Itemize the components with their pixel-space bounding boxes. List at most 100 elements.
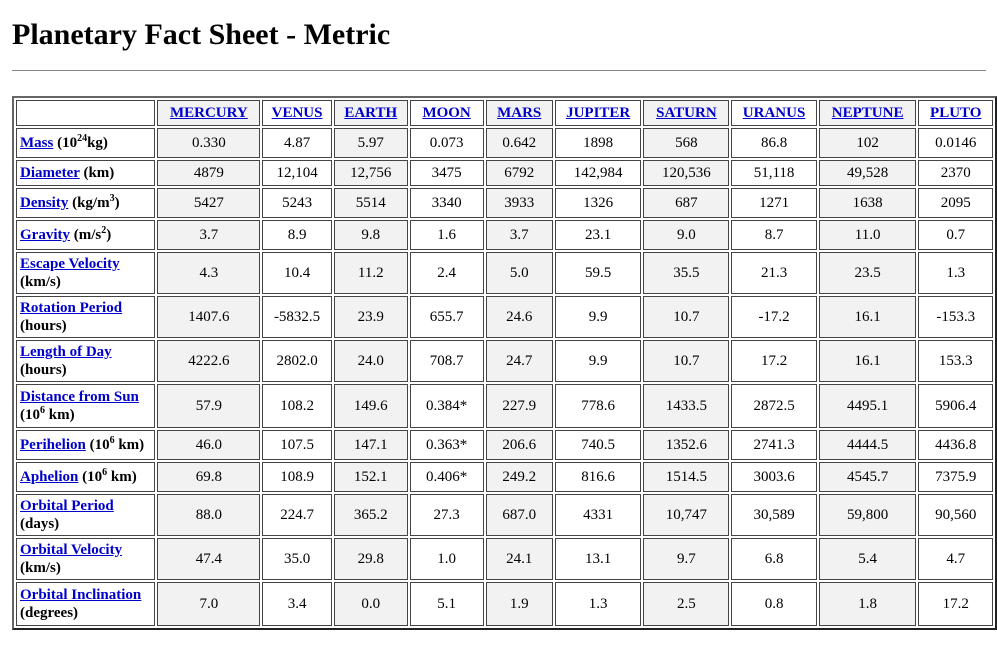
column-link-mars[interactable]: MARS	[497, 104, 542, 121]
table-cell: 1898	[554, 128, 642, 158]
column-header-venus: VENUS	[262, 100, 332, 126]
unit-text: (m/s	[70, 227, 102, 243]
row-label-link[interactable]: Orbital Period	[20, 498, 114, 514]
table-row: Diameter (km) 4879 12,104 12,756 3475 6792 142…	[16, 160, 993, 186]
column-link-mercury[interactable]: MERCURY	[169, 104, 248, 121]
column-header-saturn: SATURN	[643, 100, 730, 126]
column-link-earth[interactable]: EARTH	[344, 104, 398, 121]
row-label-link[interactable]: Escape Velocity	[20, 256, 120, 272]
row-label: Rotation Period (hours)	[16, 296, 156, 338]
column-header-mercury: MERCURY	[157, 100, 261, 126]
column-link-neptune[interactable]: NEPTUNE	[831, 104, 904, 121]
row-label-link[interactable]: Orbital Velocity	[20, 542, 123, 558]
table-cell: 5427	[157, 188, 261, 218]
column-link-venus[interactable]: VENUS	[271, 104, 323, 121]
table-cell: 568	[643, 128, 730, 158]
table-row: Aphelion (106 km) 69.8 108.9 152.1 0.406* 249…	[16, 462, 993, 492]
table-cell: 5.97	[333, 128, 408, 158]
table-cell: 1.8	[818, 582, 917, 626]
table-cell: 1.9	[485, 582, 553, 626]
row-unit: (m/s2)	[70, 225, 112, 244]
table-cell: 5.0	[485, 252, 553, 294]
unit-text: (kg/m	[68, 195, 110, 211]
row-label: Escape Velocity (km/s)	[16, 252, 156, 294]
column-link-jupiter[interactable]: JUPITER	[566, 104, 631, 121]
table-cell: 9.9	[554, 340, 642, 382]
column-link-uranus[interactable]: URANUS	[742, 104, 806, 121]
table-cell: 2.5	[643, 582, 730, 626]
unit-exponent: 6	[102, 467, 108, 478]
table-cell: 4222.6	[157, 340, 261, 382]
table-cell: 8.7	[731, 220, 817, 250]
table-cell: 1.6	[409, 220, 484, 250]
row-label-link[interactable]: Distance from Sun	[20, 389, 139, 405]
row-label-link[interactable]: Diameter	[20, 165, 80, 181]
table-cell: 1.3	[554, 582, 642, 626]
row-label-link[interactable]: Mass	[20, 135, 54, 151]
table-cell: 708.7	[409, 340, 484, 382]
column-header-neptune: NEPTUNE	[818, 100, 917, 126]
table-cell: 108.9	[262, 462, 332, 492]
table-cell: 3003.6	[731, 462, 817, 492]
table-cell: 2802.0	[262, 340, 332, 382]
column-link-pluto[interactable]: PLUTO	[930, 104, 982, 121]
table-cell: 102	[818, 128, 917, 158]
table-cell: 153.3	[918, 340, 993, 382]
table-cell: 11.0	[818, 220, 917, 250]
row-unit: (kg/m3)	[68, 194, 120, 212]
fact-table-frame: MERCURY VENUS EARTH MOON MARS JUPITER SATURN UR…	[12, 96, 997, 630]
table-cell: 227.9	[485, 384, 553, 428]
table-cell: 4495.1	[818, 384, 917, 428]
row-label-link[interactable]: Aphelion	[20, 469, 79, 485]
table-cell: 4436.8	[918, 430, 993, 460]
table-cell: 23.9	[333, 296, 408, 338]
table-cell: 152.1	[333, 462, 408, 492]
table-cell: 47.4	[157, 538, 261, 580]
table-cell: 0.363*	[409, 430, 484, 460]
column-header-jupiter: JUPITER	[554, 100, 642, 126]
table-cell: 24.0	[333, 340, 408, 382]
row-label: Aphelion (106 km)	[16, 462, 156, 492]
row-label-link[interactable]: Perihelion	[20, 437, 86, 453]
table-cell: 4.3	[157, 252, 261, 294]
table-cell: 10.4	[262, 252, 332, 294]
unit-exponent: 2	[101, 225, 107, 236]
table-cell: 23.1	[554, 220, 642, 250]
table-cell: 16.1	[818, 340, 917, 382]
table-cell: 9.7	[643, 538, 730, 580]
table-cell: 2741.3	[731, 430, 817, 460]
header-row: MERCURY VENUS EARTH MOON MARS JUPITER SATURN UR…	[16, 100, 993, 126]
table-cell: 0.0	[333, 582, 408, 626]
table-row: Orbital Velocity (km/s) 47.4 35.0 29.8 1.0 24.…	[16, 538, 993, 580]
table-cell: 27.3	[409, 494, 484, 536]
table-cell: 3.7	[485, 220, 553, 250]
unit-exponent: 24	[77, 133, 88, 144]
column-link-saturn[interactable]: SATURN	[656, 104, 717, 121]
row-label-link[interactable]: Rotation Period	[20, 300, 123, 316]
row-label: Diameter (km)	[16, 160, 156, 186]
table-cell: 21.3	[731, 252, 817, 294]
table-row: Perihelion (106 km) 46.0 107.5 147.1 0.363* 2…	[16, 430, 993, 460]
table-row: Distance from Sun (106 km) 57.9 108.2 149.6 0…	[16, 384, 993, 428]
row-unit: (km)	[80, 165, 114, 181]
table-cell: 365.2	[333, 494, 408, 536]
row-label-link[interactable]: Gravity	[20, 227, 70, 243]
row-label-link[interactable]: Density	[20, 195, 69, 211]
table-cell: 0.384*	[409, 384, 484, 428]
table-cell: 90,560	[918, 494, 993, 536]
unit-exponent: 6	[40, 405, 45, 416]
column-link-moon[interactable]: MOON	[422, 104, 471, 121]
unit-text: (10	[20, 407, 40, 423]
table-cell: 24.1	[485, 538, 553, 580]
row-label-link[interactable]: Orbital Inclination	[20, 587, 142, 603]
row-label: Gravity (m/s2)	[16, 220, 156, 250]
row-label: Orbital Inclination (degrees)	[16, 582, 156, 626]
table-cell: 51,118	[731, 160, 817, 186]
unit-text: (km/s)	[20, 560, 61, 576]
table-cell: 0.642	[485, 128, 553, 158]
table-row: Density (kg/m3) 5427 5243 5514 3340 3933 1326 6…	[16, 188, 993, 218]
table-cell: 4.7	[918, 538, 993, 580]
row-label-link[interactable]: Length of Day	[20, 344, 112, 360]
table-cell: 1514.5	[643, 462, 730, 492]
row-label: Density (kg/m3)	[16, 188, 156, 218]
